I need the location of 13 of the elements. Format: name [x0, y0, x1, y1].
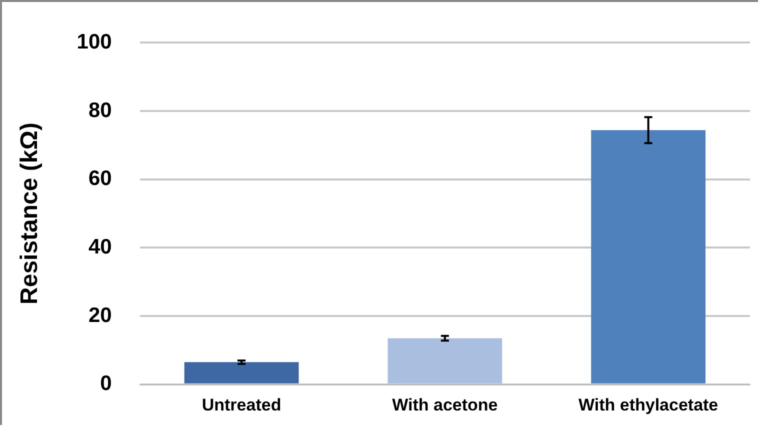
- y-tick-label: 20: [88, 304, 112, 327]
- y-tick-label: 40: [88, 235, 112, 258]
- y-tick-label: 100: [76, 30, 112, 54]
- y-tick-label: 0: [100, 372, 112, 396]
- bar: [388, 338, 502, 384]
- y-tick-label: 80: [88, 98, 112, 122]
- bar: [184, 362, 299, 384]
- x-tick-label: With acetone: [392, 395, 498, 414]
- y-axis-title: Resistance (kΩ): [16, 122, 44, 304]
- x-tick-label: Untreated: [202, 395, 282, 414]
- bar: [591, 130, 706, 384]
- y-tick-label: 60: [88, 167, 112, 190]
- x-tick-label: With ethylacetate: [578, 395, 718, 414]
